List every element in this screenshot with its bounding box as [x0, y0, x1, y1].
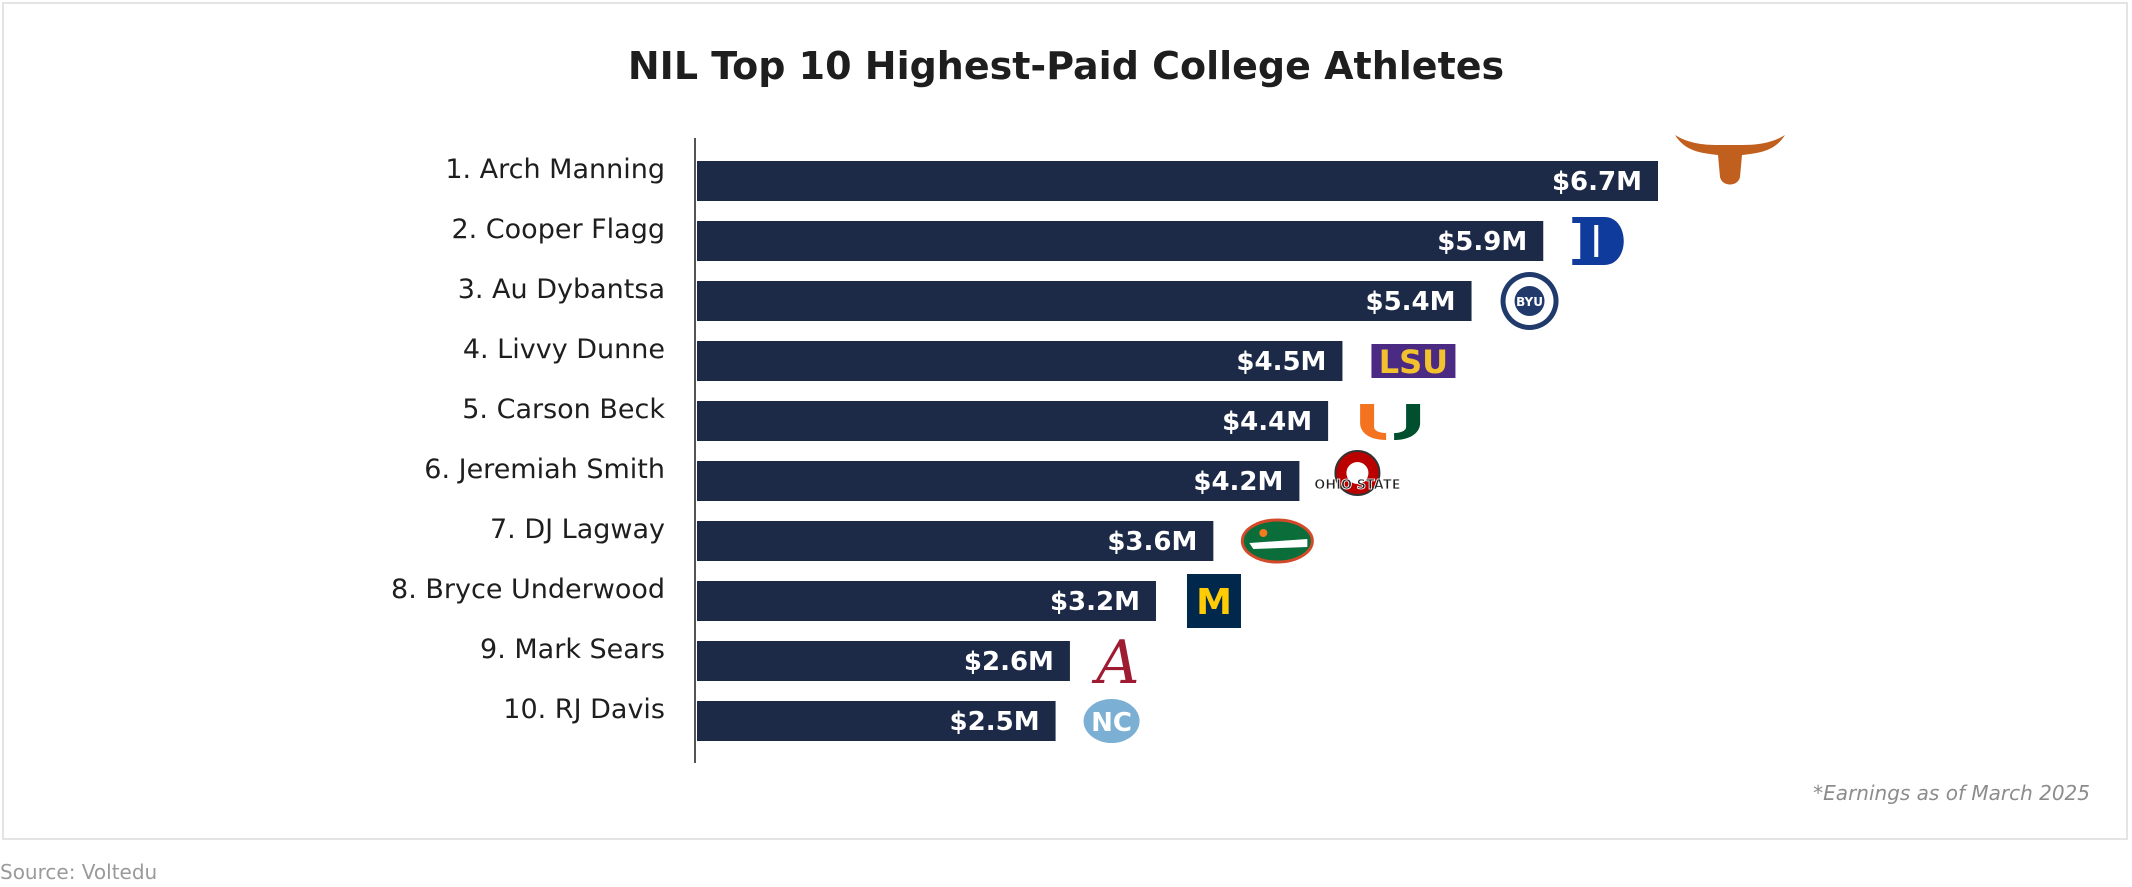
value-label-8: $3.2M	[1050, 587, 1140, 617]
svg-text:LSU: LSU	[1379, 343, 1448, 381]
value-label-10: $2.5M	[950, 707, 1040, 737]
category-labels: 1. Arch Manning 2. Cooper Flagg 3. Au Dyba…	[391, 154, 665, 725]
athlete-label-6: 6. Jeremiah Smith	[424, 454, 665, 485]
lsu-logo: LSU	[1371, 343, 1456, 381]
value-label-7: $3.6M	[1107, 527, 1197, 557]
byu-seal-logo: BYU	[1500, 272, 1559, 330]
svg-text:BYU: BYU	[1516, 295, 1543, 309]
michigan-logo: M	[1186, 574, 1241, 628]
bar-6	[697, 461, 1300, 501]
alabama-logo: A	[1091, 628, 1139, 698]
ohio-state-logo: OHIO STATE	[1314, 450, 1401, 496]
miami-u-logo	[1360, 404, 1421, 440]
unc-logo: NC	[1083, 699, 1140, 743]
value-label-1: $6.7M	[1552, 167, 1642, 197]
athlete-label-5: 5. Carson Beck	[462, 394, 665, 425]
bar-3	[697, 281, 1472, 321]
value-label-5: $4.4M	[1222, 407, 1312, 437]
bar-7	[697, 521, 1214, 561]
value-label-6: $4.2M	[1193, 467, 1283, 497]
athlete-label-10: 10. RJ Davis	[503, 694, 665, 725]
footnote: *Earnings as of March 2025	[1813, 781, 2090, 805]
athlete-label-4: 4. Livvy Dunne	[463, 334, 665, 365]
florida-gator-logo	[1240, 518, 1314, 564]
bar-8	[697, 581, 1156, 621]
bar-4	[697, 341, 1343, 381]
svg-text:A: A	[1091, 628, 1139, 698]
bars-layer: $6.7M $5.9M $5.4M $4.5M $4.4M $4.2M $3.6M $3.2M…	[697, 161, 1658, 741]
value-label-4: $4.5M	[1236, 347, 1326, 377]
svg-text:OHIO STATE: OHIO STATE	[1314, 478, 1400, 493]
athlete-label-1: 1. Arch Manning	[445, 154, 665, 185]
source-note: Source: Voltedu	[0, 860, 158, 884]
athlete-label-9: 9. Mark Sears	[480, 634, 665, 665]
svg-text:M: M	[1196, 582, 1232, 623]
value-label-2: $5.9M	[1437, 227, 1527, 257]
bar-9	[697, 641, 1070, 681]
duke-logo	[1572, 217, 1624, 265]
athlete-label-8: 8. Bryce Underwood	[391, 574, 665, 605]
athlete-label-7: 7. DJ Lagway	[490, 514, 665, 545]
value-label-9: $2.6M	[964, 647, 1054, 677]
svg-text:NC: NC	[1091, 708, 1132, 738]
bar-10	[697, 701, 1056, 741]
bar-2	[697, 221, 1544, 261]
team-logos: BYU LSU OHIO STATE M A NC	[1083, 135, 1785, 743]
bar-1	[697, 161, 1658, 201]
value-label-3: $5.4M	[1366, 287, 1456, 317]
bar-5	[697, 401, 1329, 441]
athlete-label-2: 2. Cooper Flagg	[451, 214, 665, 245]
athlete-label-3: 3. Au Dybantsa	[458, 274, 665, 305]
texas-longhorn-logo	[1675, 135, 1785, 185]
chart-title: NIL Top 10 Highest-Paid College Athletes	[627, 44, 1505, 88]
